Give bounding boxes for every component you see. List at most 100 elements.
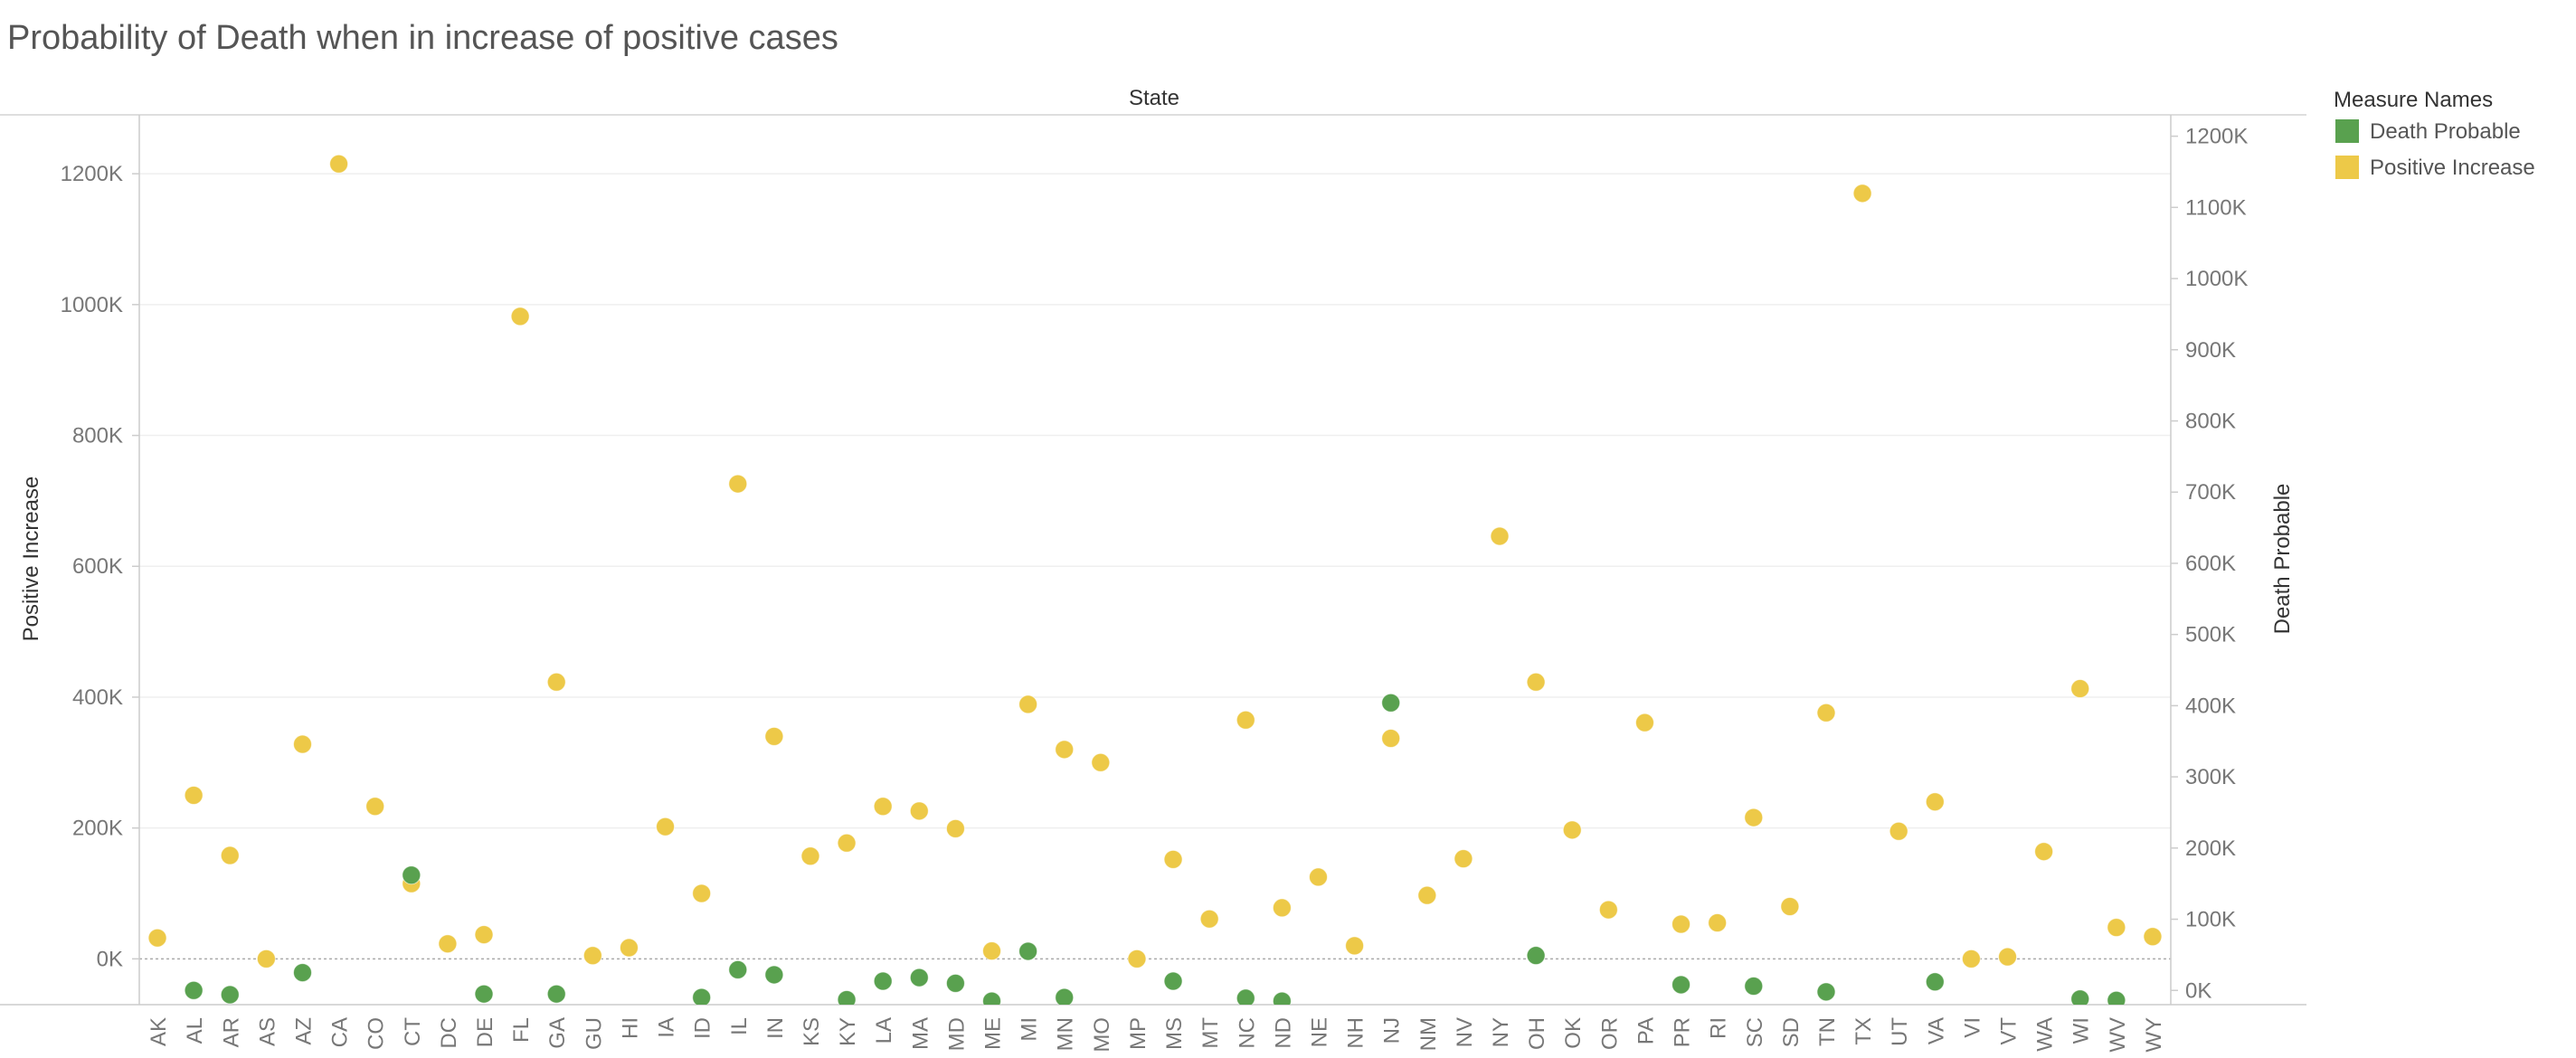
left-axis-title: Positive Increase <box>19 477 43 642</box>
x-tick-label: RI <box>1707 1017 1731 1039</box>
x-tick-label: NM <box>1416 1017 1441 1051</box>
point-positive-increase-wy <box>2143 927 2163 947</box>
point-positive-increase-tx <box>1852 184 1872 203</box>
point-death-probable-tn <box>1816 982 1836 1002</box>
x-tick-label: PR <box>1671 1017 1695 1047</box>
point-death-probable-mn <box>1055 987 1075 1005</box>
point-positive-increase-nd <box>1272 898 1292 918</box>
x-tick-label: MN <box>1054 1017 1078 1051</box>
axes: 0K 200K 400K 600K 800K 1000K 1200K 0K 100K 200K 30… <box>0 114 2306 1006</box>
chart-title: Probability of Death when in increase of… <box>7 19 838 57</box>
x-tick-label: DC <box>437 1017 461 1049</box>
x-tick-label: OK <box>1561 1017 1586 1049</box>
point-positive-increase-nm <box>1417 885 1437 905</box>
point-death-probable-de <box>474 984 494 1004</box>
point-positive-increase-nc <box>1236 710 1255 730</box>
x-tick-label: AZ <box>291 1017 316 1045</box>
x-tick-label: SC <box>1743 1017 1767 1047</box>
x-tick-label: MS <box>1162 1017 1187 1050</box>
point-positive-increase-co <box>365 797 385 817</box>
point-positive-increase-va <box>1925 792 1945 812</box>
x-tick-label: UT <box>1888 1017 1912 1046</box>
point-death-probable-id <box>692 987 712 1005</box>
point-death-probable-la <box>873 971 893 991</box>
point-death-probable-ct <box>402 865 421 885</box>
point-positive-increase-md <box>945 818 965 838</box>
x-tick-label: NE <box>1307 1017 1331 1047</box>
x-tick-label: CT <box>401 1017 425 1046</box>
left-tick-label: 400K <box>72 685 123 710</box>
point-positive-increase-nh <box>1345 936 1365 956</box>
right-tick-label: 900K <box>2185 338 2236 363</box>
point-death-probable-ar <box>220 985 240 1005</box>
point-positive-increase-me <box>982 941 1002 961</box>
point-death-probable-md <box>945 973 965 993</box>
x-tick-label: CA <box>328 1017 353 1047</box>
point-death-probable-nd <box>1272 991 1292 1005</box>
left-tick-label: 600K <box>72 554 123 579</box>
point-positive-increase-az <box>292 734 312 754</box>
x-axis-tick-labels: AK AL AR AS AZ CA CO CT DC DE FL GA GU HI IA ID IL IN KS KY… <box>147 1017 2166 1053</box>
x-tick-label: AL <box>183 1017 207 1044</box>
x-tick-label: NC <box>1235 1017 1259 1049</box>
point-death-probable-al <box>184 980 204 1000</box>
x-tick-label: HI <box>618 1017 642 1039</box>
x-tick-label: PA <box>1634 1017 1658 1044</box>
point-death-probable-ky <box>837 989 857 1005</box>
x-tick-label: ID <box>691 1017 715 1039</box>
point-positive-increase-pr <box>1672 914 1691 934</box>
x-tick-label: VT <box>1997 1017 2022 1045</box>
point-positive-increase-as <box>256 949 276 968</box>
point-death-probable-mi <box>1018 941 1038 961</box>
x-tick-label: WI <box>2069 1017 2094 1044</box>
point-positive-increase-ne <box>1308 867 1328 887</box>
x-tick-label: DE <box>473 1017 497 1047</box>
column-header-state: State <box>1129 86 1179 110</box>
point-positive-increase-mn <box>1055 740 1075 760</box>
point-positive-increase-ma <box>909 801 929 821</box>
x-tick-label: OH <box>1525 1017 1549 1050</box>
x-tick-label: VI <box>1960 1017 1984 1038</box>
gridlines <box>139 173 2171 960</box>
point-positive-increase-nj <box>1381 729 1401 749</box>
x-tick-label: AS <box>255 1017 279 1046</box>
point-positive-increase-ia <box>656 817 676 836</box>
x-tick-label: NJ <box>1380 1017 1405 1044</box>
point-positive-increase-mp <box>1127 949 1147 968</box>
x-tick-label: MO <box>1090 1017 1114 1053</box>
point-positive-increase-ar <box>220 845 240 865</box>
point-positive-increase-ks <box>800 846 820 866</box>
point-death-probable-wi <box>2070 989 2090 1005</box>
point-death-probable-il <box>728 959 748 979</box>
x-tick-label: KS <box>800 1017 824 1046</box>
x-tick-label: TN <box>1815 1017 1840 1046</box>
right-tick-label: 1000K <box>2185 267 2248 291</box>
x-tick-label: MT <box>1198 1017 1223 1049</box>
left-tick-label: 800K <box>72 424 123 449</box>
x-tick-label: SD <box>1779 1017 1804 1047</box>
x-tick-label: GU <box>582 1017 606 1050</box>
x-tick-label: ME <box>981 1017 1006 1050</box>
point-positive-increase-ut <box>1889 821 1908 841</box>
x-tick-label: WA <box>2033 1017 2058 1052</box>
point-positive-increase-ms <box>1163 849 1183 869</box>
x-tick-label: OR <box>1597 1017 1622 1050</box>
x-tick-label: WY <box>2142 1017 2166 1053</box>
point-positive-increase-id <box>692 883 712 903</box>
x-tick-label: MP <box>1126 1017 1151 1050</box>
legend-swatch <box>2335 156 2359 179</box>
right-tick-label: 600K <box>2185 552 2236 576</box>
point-positive-increase-wa <box>2034 842 2054 862</box>
point-positive-increase-mt <box>1199 909 1219 929</box>
x-tick-label: AR <box>219 1017 243 1047</box>
point-positive-increase-pa <box>1634 713 1654 732</box>
x-tick-label: GA <box>545 1017 570 1049</box>
right-tick-label: 1200K <box>2185 125 2248 149</box>
point-positive-increase-ak <box>147 928 167 948</box>
data-points <box>147 154 2163 1005</box>
right-tick-label: 200K <box>2185 836 2236 861</box>
point-positive-increase-in <box>764 726 784 746</box>
x-tick-label: KY <box>836 1017 860 1046</box>
x-tick-label: IA <box>655 1017 679 1038</box>
